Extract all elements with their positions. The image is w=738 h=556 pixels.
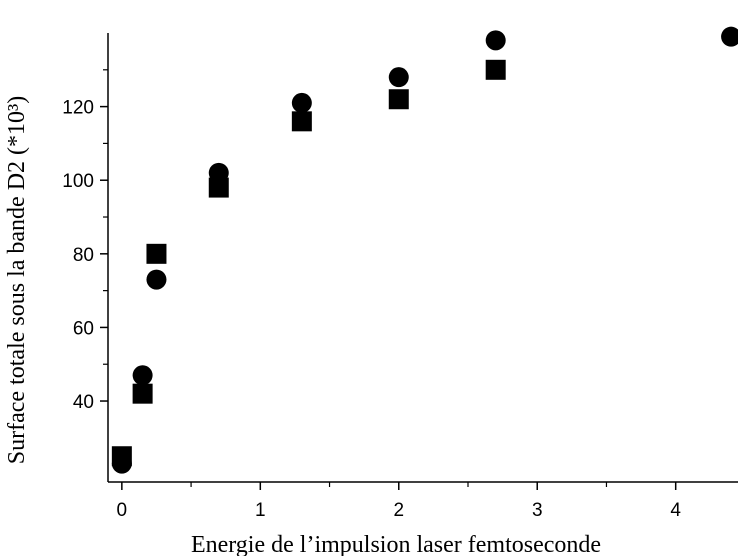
y-tick-label: 120 [62, 98, 94, 119]
axes: 40 60 80 100 120 0 1 2 3 4 [62, 33, 738, 521]
circle-point [388, 67, 409, 88]
y-axis-title: Surface totale sous la bande D2 (*10³) [4, 96, 30, 464]
y-tick-label: 40 [73, 392, 94, 413]
square-point [132, 383, 153, 404]
square-point [146, 243, 167, 264]
circle-point [721, 26, 738, 47]
square-point [291, 111, 312, 132]
square-point [208, 177, 229, 198]
square-point [111, 446, 132, 467]
circle-point [132, 365, 153, 386]
circle-point [146, 269, 167, 290]
y-tick-label: 60 [73, 318, 94, 339]
data-points [111, 26, 738, 474]
y-tick-label: 100 [62, 171, 94, 192]
x-tick-label: 1 [255, 500, 266, 521]
x-tick-label: 3 [532, 500, 543, 521]
x-axis-title: Energie de l’impulsion laser femtosecond… [191, 532, 601, 556]
circle-point [291, 92, 312, 113]
x-tick-label: 0 [117, 500, 128, 521]
circle-point [485, 30, 506, 51]
y-tick-label: 80 [73, 245, 94, 266]
square-point [485, 59, 506, 80]
square-point [388, 89, 409, 110]
x-tick-label: 2 [393, 500, 404, 521]
x-tick-label: 4 [670, 500, 681, 521]
